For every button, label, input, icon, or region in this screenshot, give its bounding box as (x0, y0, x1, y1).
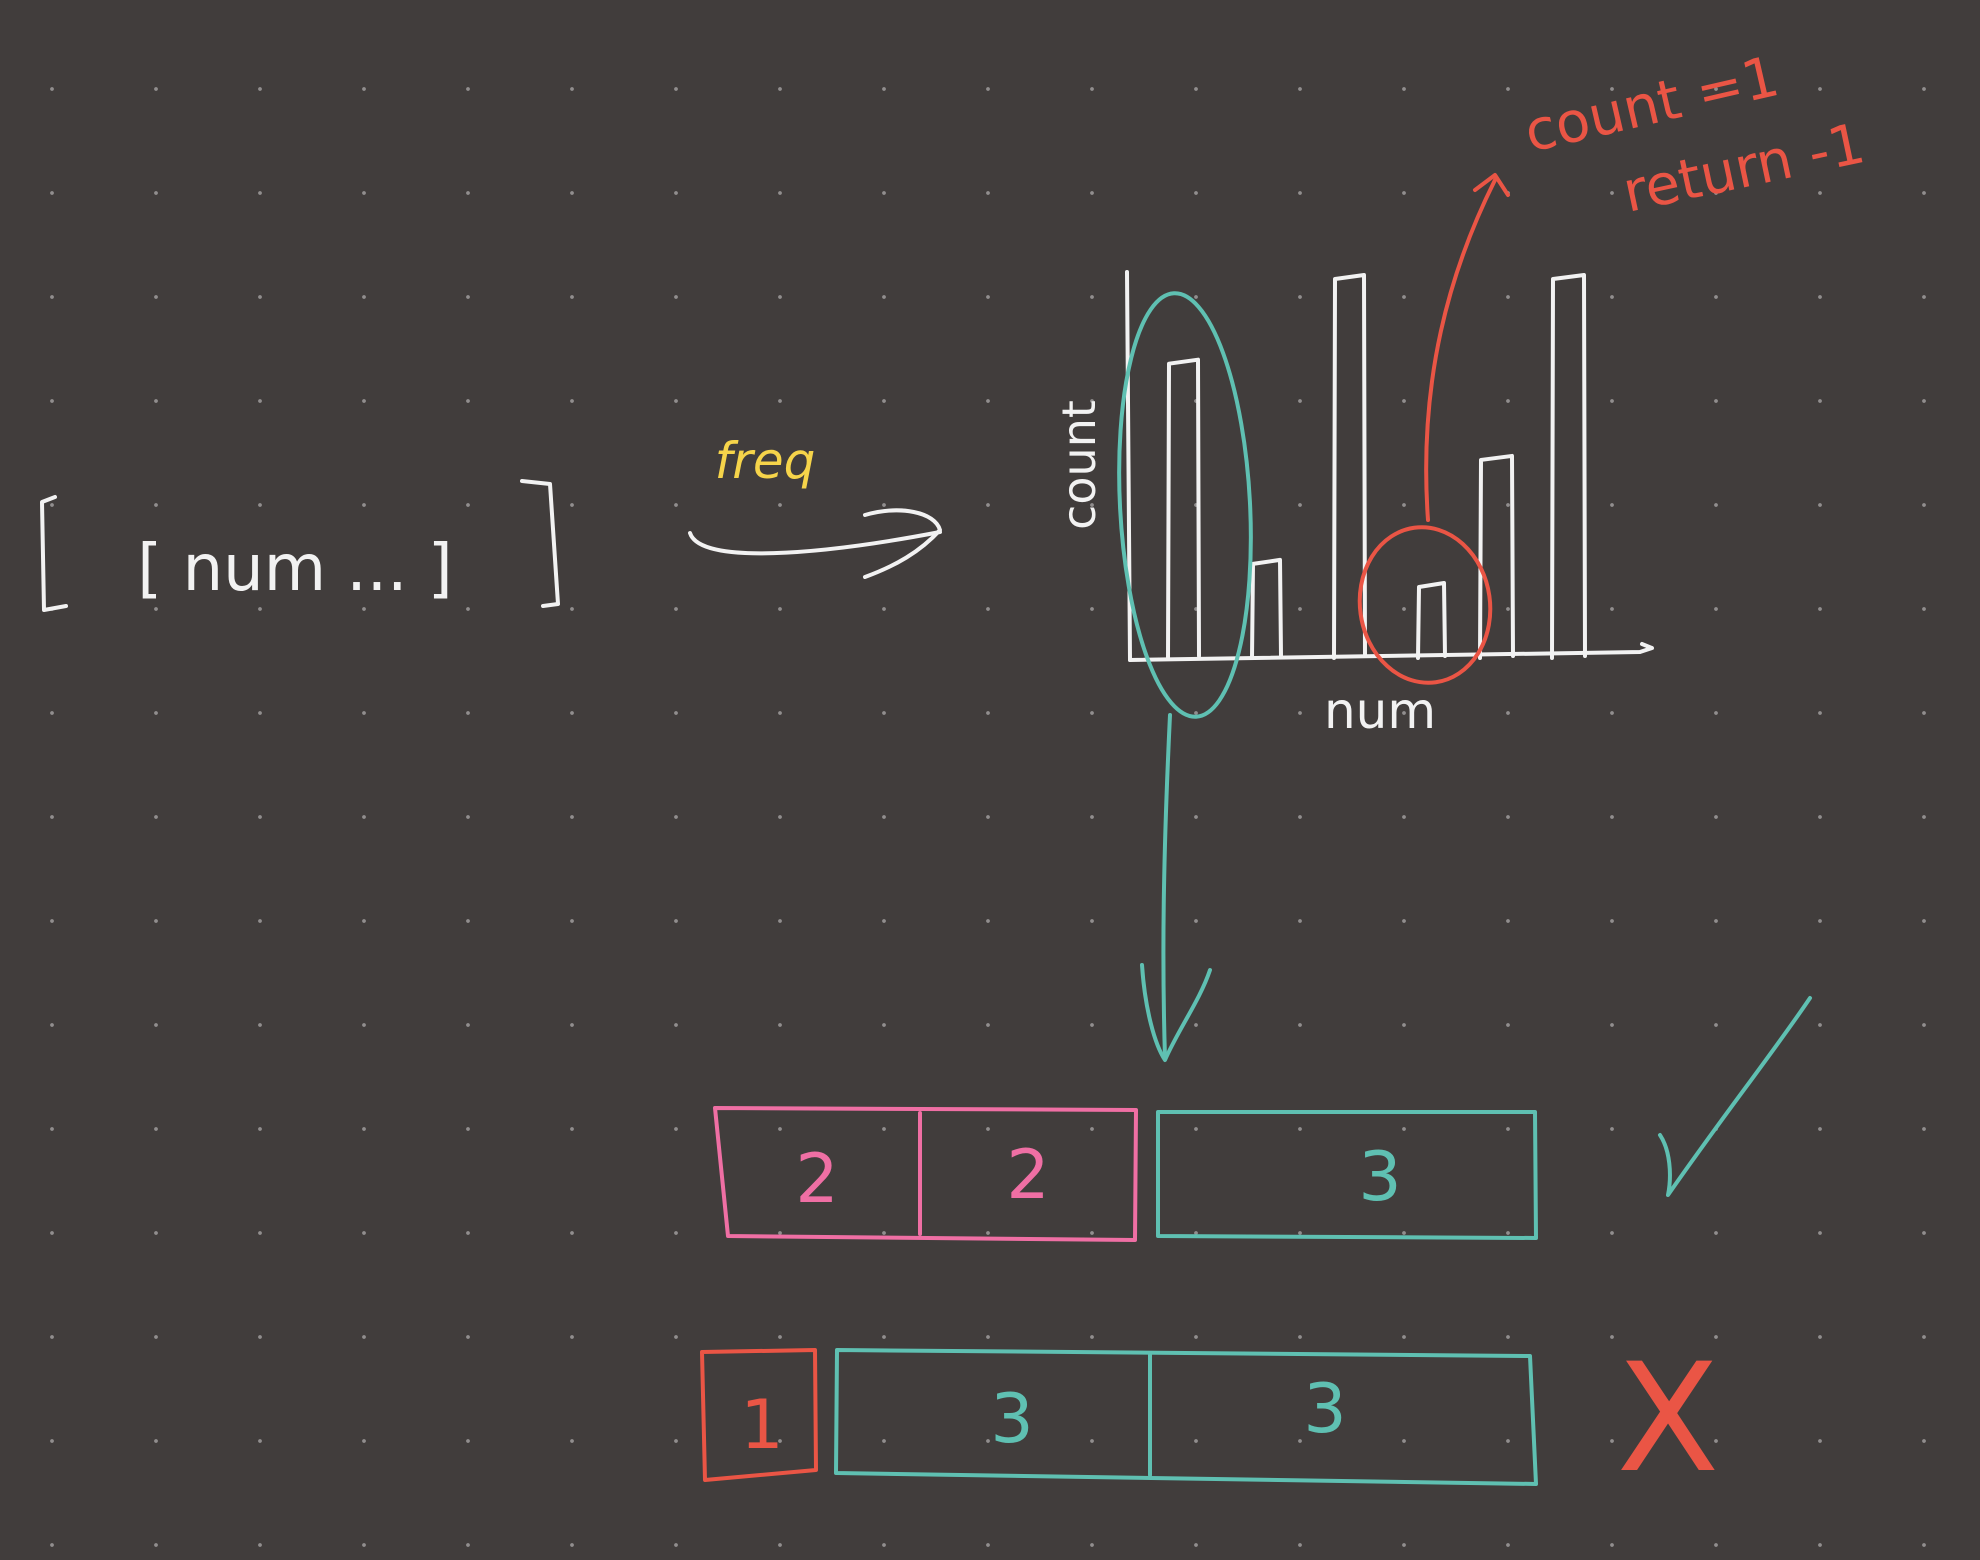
valid-cell-1: 2 (795, 1140, 838, 1219)
right-bracket (520, 479, 560, 608)
input-array: [ num ... ] (40, 479, 560, 612)
pink-group-box (713, 1106, 1138, 1242)
chart-bar-4 (1416, 581, 1447, 660)
chart-bar-5 (1478, 453, 1515, 660)
chart-bar-3 (1332, 273, 1367, 660)
x-axis (1128, 642, 1654, 662)
valid-cell-2: 2 (1006, 1136, 1049, 1215)
freq-chart: count num (1052, 270, 1654, 740)
teal-arrowhead-icon (1140, 963, 1212, 1062)
teal-group-box (1156, 1110, 1538, 1240)
red-arrowhead-icon (1473, 173, 1510, 197)
check-icon (1658, 996, 1812, 1197)
invalid-cell-3: 3 (1303, 1370, 1346, 1449)
invalid-cell-2: 3 (990, 1380, 1033, 1459)
left-bracket (40, 495, 68, 612)
freq-label: freq (715, 432, 816, 490)
chart-bar-2 (1250, 557, 1283, 660)
invalid-cell-1: 1 (740, 1386, 783, 1465)
red-ellipse (1357, 525, 1493, 685)
valid-group-row: 2 2 3 ✓ (713, 996, 1812, 1242)
teal-arrow-shaft (1161, 713, 1172, 1060)
red-group-box (700, 1348, 818, 1482)
x-axis-label: num (1324, 682, 1436, 740)
invalid-mark: X (1617, 1332, 1720, 1506)
teal-highlight (1117, 291, 1253, 1062)
arrow-shaft (688, 530, 942, 556)
red-annotation: count =1 return -1 (1357, 44, 1870, 685)
invalid-group-row: 1 3 3 X (700, 1332, 1720, 1506)
highlight-ellipse (1117, 291, 1253, 719)
y-axis-label: count (1052, 400, 1106, 530)
arrowhead-icon (863, 508, 942, 579)
freq-arrow: freq (688, 432, 942, 579)
chart-bar-6 (1550, 273, 1587, 660)
teal-group-box-2 (834, 1348, 1538, 1486)
bar-group (1166, 273, 1587, 660)
valid-cell-3: 3 (1358, 1138, 1401, 1217)
input-array-label: [ num ... ] (137, 532, 452, 606)
chart-bar-1 (1166, 357, 1201, 660)
red-arrow-shaft (1424, 178, 1497, 522)
